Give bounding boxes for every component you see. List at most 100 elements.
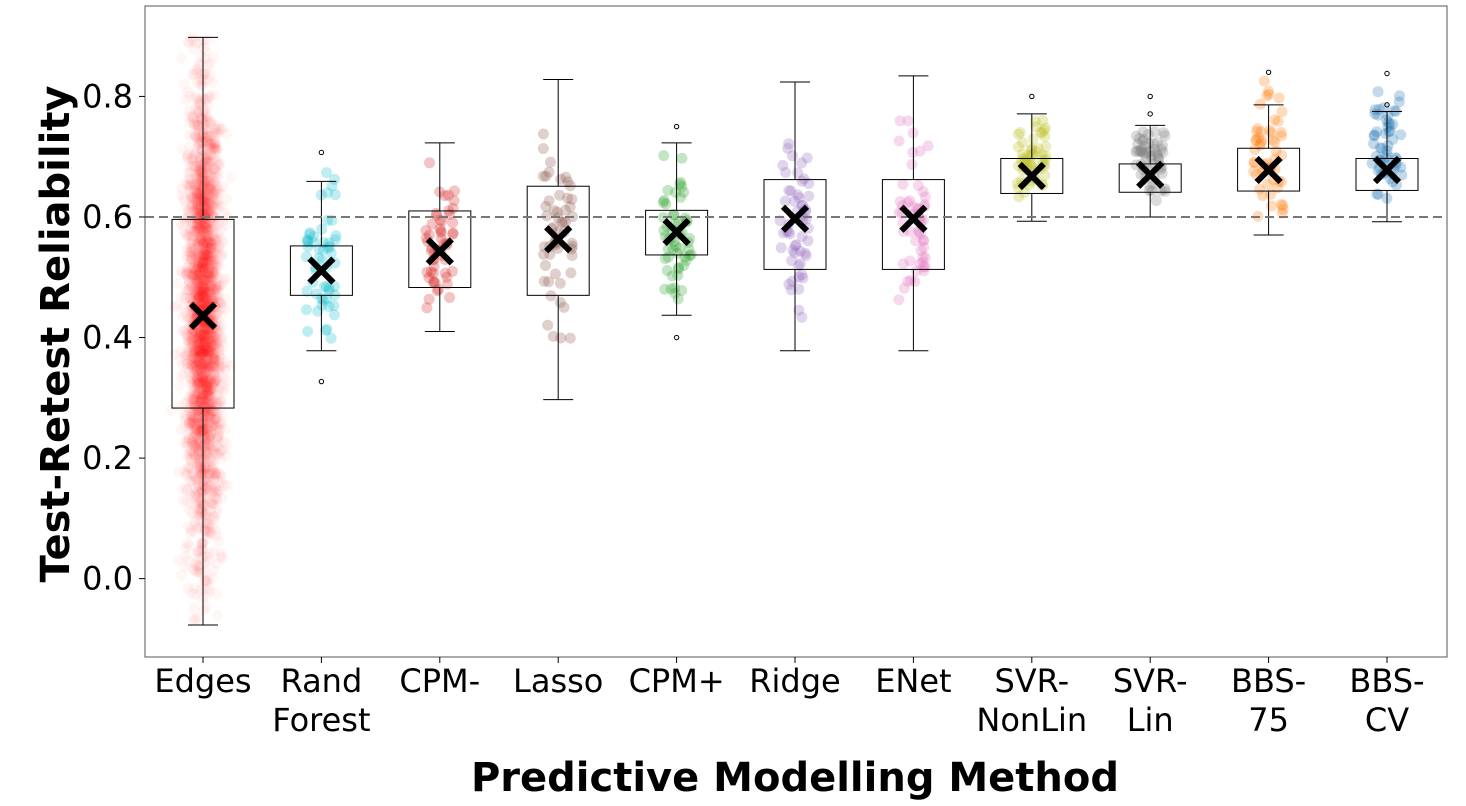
outlier-bbs--75 bbox=[1265, 69, 1272, 76]
data-point bbox=[436, 215, 448, 227]
data-point bbox=[1143, 185, 1155, 197]
data-point bbox=[540, 200, 552, 212]
data-point bbox=[1131, 145, 1143, 157]
data-point bbox=[1258, 75, 1270, 87]
data-point bbox=[1276, 207, 1288, 219]
data-point bbox=[1255, 137, 1267, 149]
data-point bbox=[566, 250, 578, 261]
data-point bbox=[672, 269, 684, 281]
data-point bbox=[431, 209, 443, 221]
data-point bbox=[799, 247, 811, 259]
data-point bbox=[1145, 150, 1157, 162]
data-point bbox=[803, 190, 815, 202]
mean-marker-lasso bbox=[544, 225, 573, 254]
data-point bbox=[213, 448, 224, 459]
data-point bbox=[665, 283, 677, 295]
data-point bbox=[182, 86, 193, 97]
data-point bbox=[1018, 187, 1030, 199]
data-point bbox=[322, 242, 334, 254]
data-point bbox=[674, 178, 686, 190]
data-point bbox=[1263, 88, 1275, 100]
data-point bbox=[316, 299, 328, 311]
data-point bbox=[318, 237, 329, 249]
data-point bbox=[669, 282, 681, 294]
mean-marker-svr--lin bbox=[1136, 160, 1165, 189]
mean-marker-cpm- bbox=[425, 237, 454, 266]
data-point bbox=[1273, 92, 1285, 104]
mean-marker-cpm+ bbox=[662, 217, 691, 247]
data-point bbox=[198, 537, 209, 548]
x-tick-label: Edges bbox=[154, 662, 251, 700]
outlier-svr--lin bbox=[1147, 93, 1153, 100]
data-point bbox=[796, 175, 808, 187]
data-point bbox=[1026, 158, 1038, 170]
data-point bbox=[1369, 104, 1381, 116]
data-point bbox=[435, 233, 447, 245]
data-point bbox=[1380, 114, 1392, 126]
data-point bbox=[562, 192, 573, 204]
data-point bbox=[794, 245, 806, 257]
plot-frame bbox=[144, 5, 1448, 658]
data-point bbox=[213, 124, 224, 135]
data-point bbox=[308, 231, 320, 242]
data-point bbox=[793, 271, 805, 283]
data-point bbox=[1137, 126, 1149, 138]
outlier-svr--nonlin bbox=[1029, 93, 1035, 100]
y-tick-label: 0.8 bbox=[82, 77, 133, 115]
data-point bbox=[668, 209, 680, 221]
data-point bbox=[1248, 165, 1260, 177]
data-point bbox=[196, 483, 207, 494]
data-point bbox=[1040, 122, 1051, 134]
data-point bbox=[1261, 90, 1273, 102]
x-tick-label: CPM+ bbox=[629, 662, 725, 700]
outlier-bbs--cv bbox=[1384, 70, 1390, 77]
data-point bbox=[894, 196, 906, 208]
data-point bbox=[202, 202, 213, 213]
data-point bbox=[321, 167, 333, 179]
mean-marker-enet bbox=[899, 204, 928, 233]
data-point bbox=[434, 223, 446, 235]
data-point bbox=[329, 234, 341, 246]
data-point bbox=[783, 278, 795, 290]
x-tick-label: Rand Forest bbox=[272, 662, 370, 739]
data-point bbox=[540, 260, 551, 271]
data-point bbox=[208, 512, 219, 523]
data-point bbox=[1249, 144, 1261, 155]
data-point bbox=[1013, 191, 1025, 203]
data-point bbox=[210, 282, 221, 293]
data-point bbox=[788, 195, 800, 207]
data-point bbox=[783, 185, 795, 196]
data-point bbox=[796, 230, 808, 242]
data-point bbox=[554, 296, 566, 308]
data-point bbox=[558, 301, 570, 313]
data-point bbox=[199, 284, 210, 295]
data-point bbox=[1255, 126, 1267, 138]
data-point bbox=[186, 161, 197, 172]
data-point bbox=[1266, 200, 1277, 212]
data-point bbox=[435, 225, 447, 237]
data-point bbox=[317, 244, 329, 256]
data-point bbox=[540, 170, 552, 182]
data-point bbox=[566, 237, 578, 249]
data-point bbox=[195, 171, 206, 182]
data-point bbox=[427, 267, 439, 279]
data-point bbox=[1038, 124, 1050, 136]
data-point bbox=[1140, 151, 1152, 163]
data-point bbox=[321, 187, 333, 199]
data-point bbox=[185, 294, 196, 305]
data-point bbox=[917, 251, 929, 263]
data-point bbox=[670, 240, 682, 252]
data-point bbox=[780, 167, 792, 178]
data-point bbox=[792, 189, 804, 201]
data-point bbox=[1013, 141, 1024, 153]
data-point bbox=[918, 265, 930, 277]
data-point bbox=[209, 162, 220, 173]
data-point bbox=[785, 284, 797, 296]
data-point bbox=[302, 241, 314, 252]
data-point bbox=[1159, 185, 1171, 197]
data-point bbox=[657, 196, 669, 208]
data-point bbox=[1142, 128, 1154, 140]
data-point bbox=[424, 157, 435, 169]
data-point bbox=[564, 332, 576, 344]
data-point bbox=[188, 602, 199, 613]
